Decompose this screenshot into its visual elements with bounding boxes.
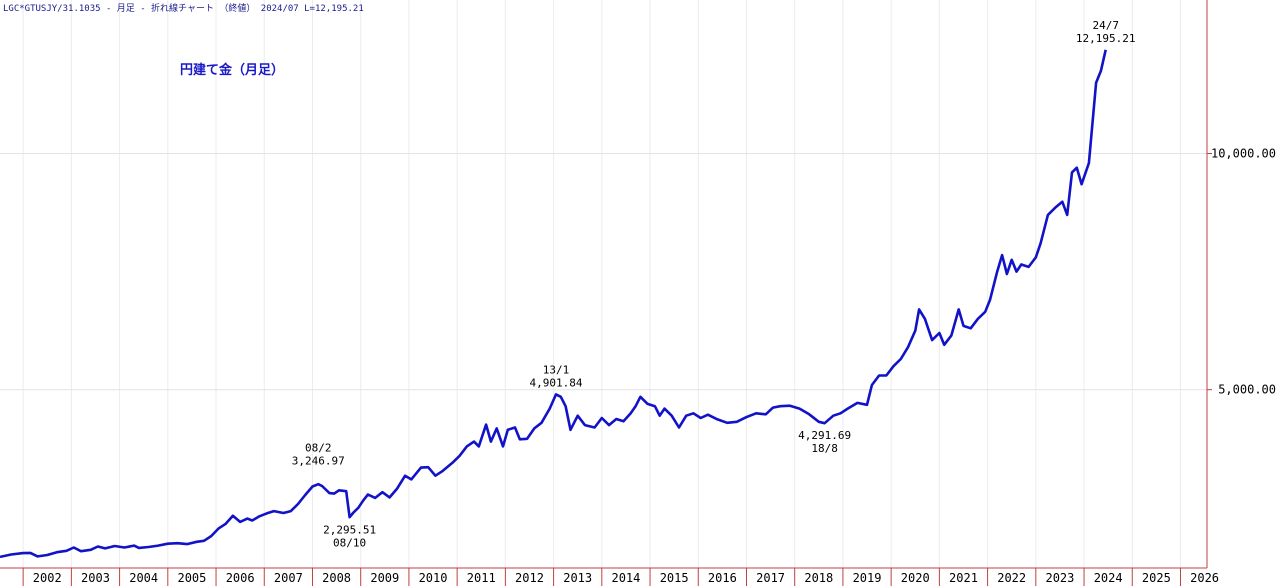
y-tick-label: 10,000.00 (1211, 147, 1276, 161)
annotation-label: 08/2 (305, 441, 332, 454)
x-tick-label: 2013 (563, 571, 592, 585)
annotation-value: 4,291.69 (798, 429, 851, 442)
x-tick-label: 2022 (997, 571, 1026, 585)
grid-lines (0, 0, 1207, 568)
x-tick-label: 2006 (226, 571, 255, 585)
x-tick-label: 2023 (1045, 571, 1074, 585)
x-tick-label: 2025 (1142, 571, 1171, 585)
annotation-label: 18/8 (811, 442, 838, 455)
x-tick-label: 2015 (660, 571, 689, 585)
annotation-value: 2,295.51 (323, 523, 376, 536)
x-tick-label: 2020 (901, 571, 930, 585)
annotation: 13/14,901.84 (530, 363, 583, 389)
x-tick-label: 2008 (322, 571, 351, 585)
x-tick-label: 2026 (1190, 571, 1219, 585)
x-tick-label: 2018 (804, 571, 833, 585)
x-tick-label: 2014 (611, 571, 640, 585)
annotation-value: 3,246.97 (292, 454, 345, 467)
x-axis: 2002 2003 2004 2005 2006 2007 2008 2009 2010 2011… (22, 568, 1219, 586)
x-tick-label: 2005 (177, 571, 206, 585)
annotation-label: 13/1 (543, 363, 570, 376)
x-tick-label: 2016 (708, 571, 737, 585)
series-line (0, 49, 1107, 559)
x-tick-label: 2003 (81, 571, 110, 585)
annotation-label: 24/7 (1092, 19, 1119, 32)
annotation-value: 12,195.21 (1076, 32, 1136, 45)
x-tick-label: 2002 (33, 571, 62, 585)
plot-area (0, 0, 1207, 568)
x-tick-label: 2007 (274, 571, 303, 585)
x-tick-label: 2012 (515, 571, 544, 585)
x-tick-label: 2019 (853, 571, 882, 585)
chart-title: 円建て金（月足） (180, 62, 284, 78)
chart-header: LGC*GTUSJY/31.1035 - 月足 - 折れ線チャート （終値） 2… (3, 2, 364, 14)
x-tick-label: 2021 (949, 571, 978, 585)
annotation: 24/712,195.21 (1076, 19, 1136, 45)
y-tick-label: 5,000.00 (1218, 383, 1276, 397)
x-tick-label: 2017 (756, 571, 785, 585)
annotation-label: 08/10 (333, 536, 366, 549)
x-tick-label: 2009 (370, 571, 399, 585)
annotation-value: 4,901.84 (530, 376, 583, 389)
x-tick-label: 2004 (129, 571, 158, 585)
y-axis: 5,000.00 10,000.00 (1207, 147, 1276, 397)
x-tick-label: 2011 (467, 571, 496, 585)
annotation: 08/23,246.97 (292, 441, 345, 467)
x-tick-label: 2024 (1094, 571, 1123, 585)
x-tick-label: 2010 (419, 571, 448, 585)
